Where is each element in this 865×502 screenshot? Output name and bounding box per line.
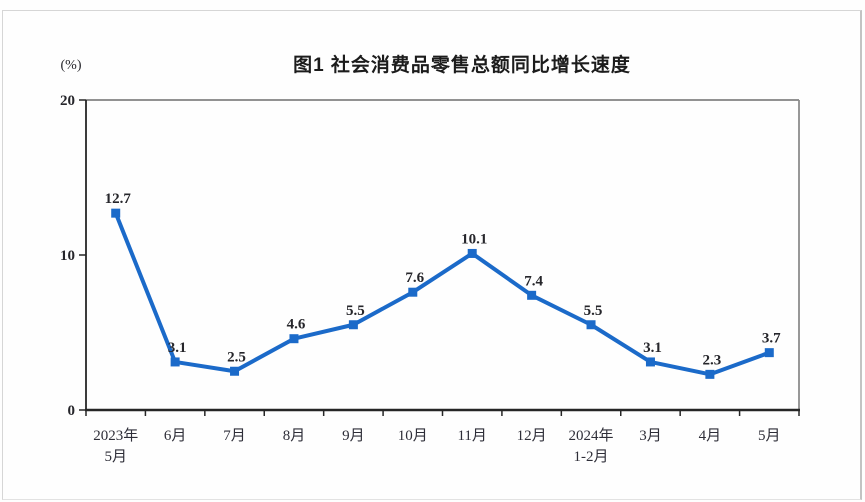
y-axis-tick-label: 0 [68, 403, 76, 419]
x-axis-label: 6月 [164, 428, 187, 444]
y-axis-unit-label: (%) [60, 58, 82, 73]
data-point-label: 3.1 [168, 340, 187, 356]
data-point-label: 3.1 [643, 340, 662, 356]
data-point-label: 5.5 [346, 303, 365, 319]
data-point-marker [230, 366, 240, 376]
data-point-label: 10.1 [461, 231, 487, 247]
x-axis-label: 5月 [758, 428, 781, 444]
data-point-label: 4.6 [287, 317, 306, 333]
data-point-label: 7.4 [524, 273, 543, 289]
x-axis-label: 9月 [342, 428, 365, 444]
x-axis-label: 10月 [398, 428, 428, 444]
line-series [113, 211, 772, 377]
chart-title: 图1 社会消费品零售总额同比增长速度 [293, 55, 631, 76]
data-point-marker [408, 287, 418, 297]
data-point-label: 7.6 [405, 270, 424, 286]
data-point-label: 3.7 [762, 331, 781, 347]
data-point-marker [111, 208, 121, 218]
data-point-label: 5.5 [584, 303, 603, 319]
data-point-marker [586, 320, 596, 330]
x-axis-label: 8月 [283, 428, 306, 444]
x-axis-label: 3月 [639, 428, 662, 444]
x-axis-label: 7月 [223, 428, 246, 444]
data-point-label: 12.7 [105, 191, 132, 207]
data-point-marker [170, 357, 180, 367]
x-axis-label: 5月 [104, 449, 127, 465]
x-axis-label: 12月 [517, 428, 547, 444]
data-point-marker [705, 369, 715, 379]
x-axis-label: 1-2月 [574, 449, 609, 465]
data-point-label: 2.3 [703, 352, 722, 368]
x-axis-label: 4月 [699, 428, 722, 444]
y-axis-tick-label: 10 [60, 248, 75, 264]
data-point-marker [645, 357, 655, 367]
data-point-marker [764, 348, 774, 358]
data-point-marker [289, 334, 299, 344]
data-point-marker [467, 248, 477, 258]
data-point-label: 2.5 [227, 349, 246, 365]
data-point-marker [348, 320, 358, 330]
x-axis-label: 11月 [457, 428, 486, 444]
data-point-marker [527, 290, 537, 300]
y-axis-tick-label: 20 [60, 93, 75, 109]
x-axis-label: 2023年 [93, 427, 138, 444]
x-axis-label: 2024年 [569, 427, 614, 444]
